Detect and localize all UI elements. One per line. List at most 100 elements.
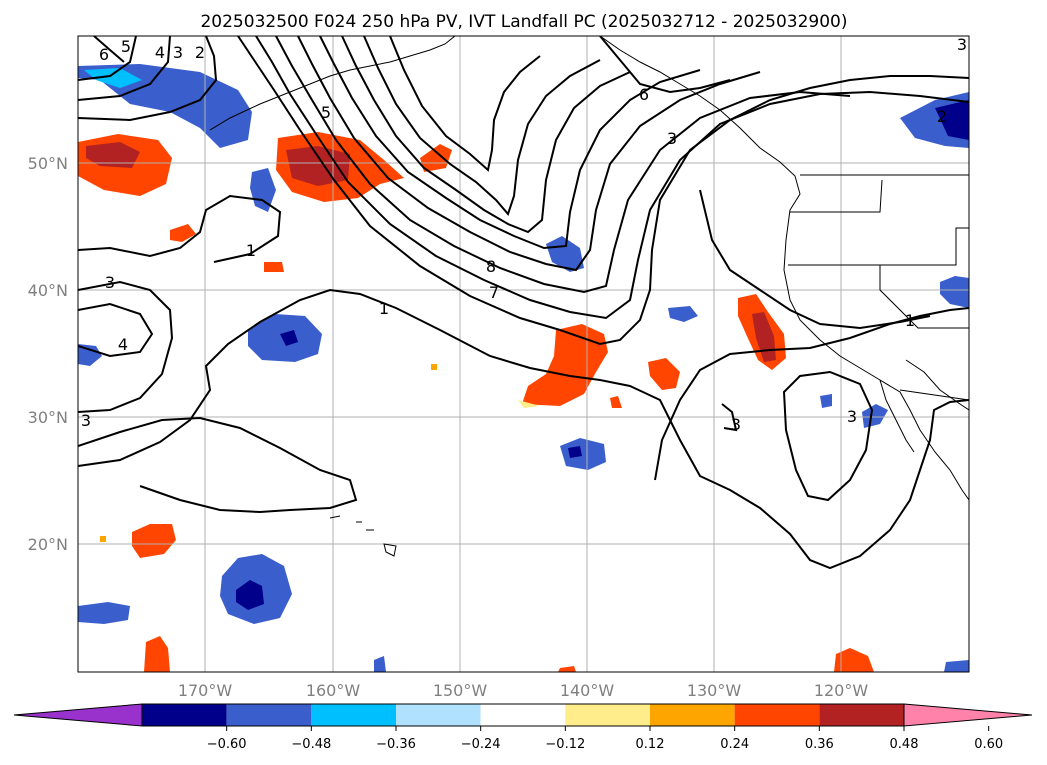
contour-1-west bbox=[78, 194, 282, 263]
alaska-aleutian-coast bbox=[209, 36, 456, 131]
neg-patch-sw-edge bbox=[78, 602, 130, 624]
contour-3-west bbox=[78, 280, 174, 413]
colorbar-frame bbox=[141, 703, 905, 727]
contour-label: 7 bbox=[489, 283, 499, 302]
contour-1-main bbox=[78, 288, 969, 570]
contour-label: 1 bbox=[905, 311, 915, 330]
neg-patch-east bbox=[940, 276, 969, 308]
contour-1-ne bbox=[699, 189, 931, 330]
pos-patch-small4 bbox=[648, 358, 680, 390]
colorbar-cell bbox=[142, 704, 227, 726]
latitude-labels: 50°N 40°N 30°N 20°N bbox=[28, 154, 68, 554]
pos-patch-small1 bbox=[420, 144, 452, 172]
contour-trough-b bbox=[255, 36, 969, 320]
state-line-wa-or bbox=[790, 179, 883, 213]
pv-contours bbox=[78, 36, 969, 570]
contour-trough-a bbox=[237, 36, 969, 346]
colorbar-tick-label: 0.60 bbox=[974, 737, 1003, 752]
colorbar-cell bbox=[565, 704, 650, 726]
map-frame bbox=[77, 35, 970, 673]
colorbar-tick-label: 0.36 bbox=[805, 737, 834, 752]
colorbar-cell bbox=[226, 704, 312, 726]
pos-patch-west-core bbox=[86, 142, 140, 168]
pos-patch-small3 bbox=[264, 262, 284, 272]
lon-label-130w: 130°W bbox=[687, 681, 742, 700]
longitude-labels: 170°W 160°W 150°W 140°W 130°W 120°W bbox=[178, 681, 869, 700]
pos-patch-south bbox=[144, 636, 170, 672]
colorbar: −0.60 −0.48 −0.36 −0.24 −0.12 0.12 0.24 0.36 0.4… bbox=[13, 703, 1033, 752]
colorbar-extend-high bbox=[903, 703, 1033, 727]
lat-label-40n: 40°N bbox=[28, 281, 68, 300]
lon-label-170w: 170°W bbox=[178, 681, 233, 700]
pos-patch-central-yellow-rim bbox=[518, 400, 540, 408]
neg-patch-mid bbox=[546, 236, 584, 272]
lon-label-120w: 120°W bbox=[814, 681, 869, 700]
colorbar-tick-label: −0.24 bbox=[461, 737, 501, 752]
contour-1-east bbox=[654, 307, 969, 481]
map-panel: 6 5 4 3 2 5 6 3 8 7 1 1 3 4 3 3 3 1 2 3 bbox=[78, 36, 969, 672]
contour-4-west bbox=[78, 302, 154, 358]
pos-patch-dot2 bbox=[431, 364, 437, 370]
pos-patch-small5 bbox=[610, 396, 622, 408]
colorbar-cell bbox=[311, 704, 396, 726]
contour-label: 3 bbox=[667, 129, 677, 148]
contour-label: 5 bbox=[121, 37, 131, 56]
lat-label-50n: 50°N bbox=[28, 154, 68, 173]
contour-trough-h bbox=[389, 36, 541, 172]
contour-trough-c bbox=[275, 36, 851, 294]
state-line-ca-nv bbox=[879, 265, 969, 329]
us-mexico-border bbox=[899, 389, 969, 401]
contour-3-center bbox=[721, 403, 738, 432]
colorbar-cell bbox=[650, 704, 735, 726]
colorbar-cell bbox=[819, 704, 904, 726]
contour-trough-d bbox=[297, 36, 761, 272]
hawaii-islands bbox=[329, 515, 397, 557]
contour-label: 3 bbox=[847, 407, 857, 426]
contour-label: 5 bbox=[321, 103, 331, 122]
contour-label: 8 bbox=[486, 257, 496, 276]
contour-label: 4 bbox=[155, 43, 165, 62]
colorbar-cell bbox=[396, 704, 481, 726]
state-line-or-ca bbox=[788, 227, 969, 266]
colorbar-tick-label: 0.12 bbox=[636, 737, 665, 752]
pos-patch-aleutian-core bbox=[286, 146, 350, 186]
neg-patch-mid-south bbox=[560, 438, 606, 470]
pos-patch-dot1 bbox=[100, 536, 106, 542]
contour-label: 2 bbox=[195, 43, 205, 62]
contour-label: 3 bbox=[81, 411, 91, 430]
pos-patch-small2 bbox=[170, 224, 196, 242]
colorbar-tick-label: −0.60 bbox=[207, 737, 247, 752]
contour-label: 3 bbox=[731, 415, 741, 434]
neg-patch-left-edge bbox=[78, 344, 102, 366]
lon-label-140w: 140°W bbox=[560, 681, 615, 700]
neg-patch-small2 bbox=[668, 306, 698, 322]
mexico-mainland bbox=[905, 359, 969, 411]
contour-nw-3 bbox=[78, 36, 137, 81]
neg-patch-center-left-core bbox=[280, 330, 298, 346]
contour-label: 1 bbox=[246, 241, 256, 260]
colorbar-extend-low bbox=[13, 703, 143, 727]
pos-patch-south-mid bbox=[558, 666, 576, 672]
neg-patch-mid-south-core bbox=[568, 446, 582, 458]
contour-nw-2 bbox=[78, 36, 171, 101]
contour-1-south bbox=[78, 416, 358, 514]
neg-patch-southwest-core bbox=[236, 580, 264, 610]
contour-label: 6 bbox=[639, 85, 649, 104]
neg-patch-small3 bbox=[820, 394, 832, 408]
neg-patch-small1 bbox=[250, 168, 276, 212]
figure-title: 2025032500 F024 250 hPa PV, IVT Landfall… bbox=[200, 12, 847, 32]
lat-label-30n: 30°N bbox=[28, 408, 68, 427]
lat-label-20n: 20°N bbox=[28, 535, 68, 554]
colorbar-cell bbox=[480, 704, 566, 726]
graticule bbox=[78, 36, 969, 672]
colorbar-tick-label: −0.12 bbox=[545, 737, 585, 752]
colorbar-tick-label: −0.36 bbox=[376, 737, 416, 752]
pos-patch-sw bbox=[132, 524, 176, 558]
colorbar-tick-label: 0.48 bbox=[890, 737, 919, 752]
contour-label: 6 bbox=[99, 45, 109, 64]
contour-3-east bbox=[782, 370, 874, 502]
contour-trough-g bbox=[363, 36, 601, 216]
lon-label-160w: 160°W bbox=[306, 681, 361, 700]
lon-label-150w: 150°W bbox=[433, 681, 488, 700]
